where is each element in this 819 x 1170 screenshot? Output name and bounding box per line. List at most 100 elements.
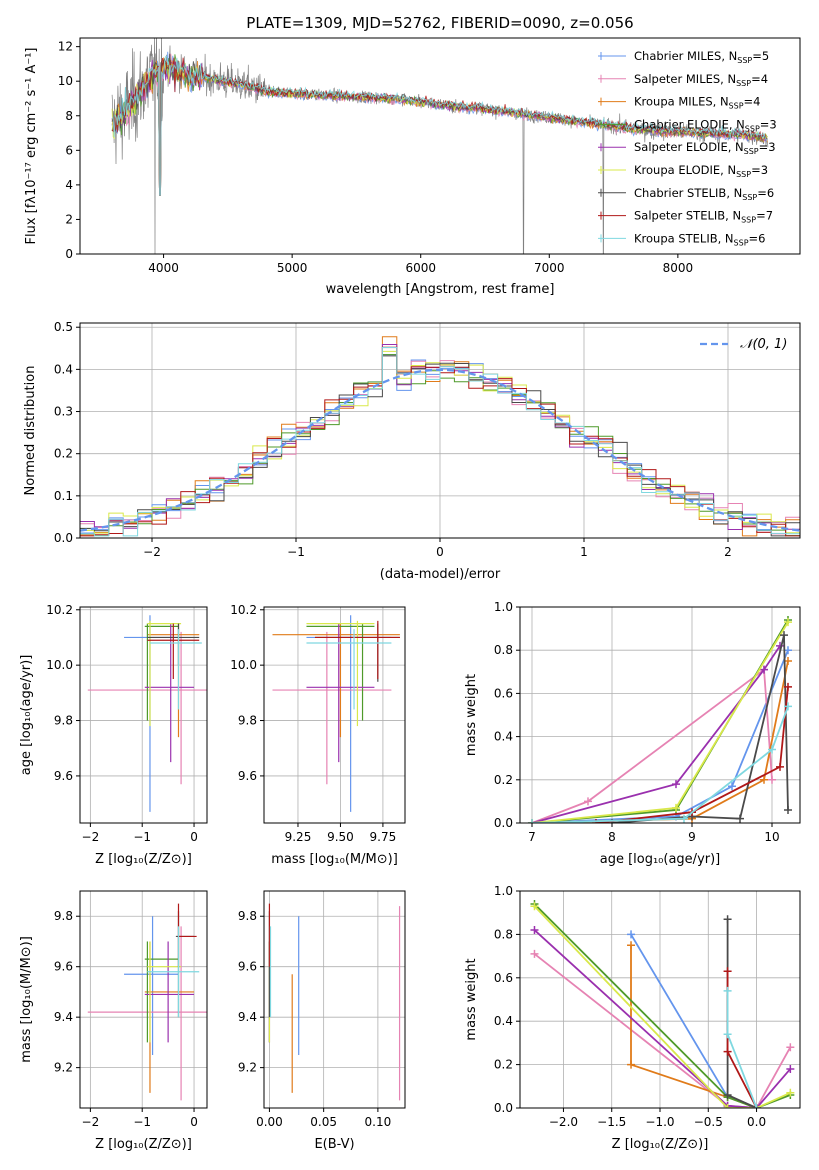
y-tick-label: 6 [65,143,73,157]
y-tick-label: 9.6 [54,769,73,783]
legend-subscript: SSP [741,216,756,225]
legend-label: Chabrier ELODIE, N [634,117,745,131]
age_vs_Z-plot-area [87,615,207,812]
x-tick-label: −2 [82,1115,100,1129]
y-tick-label: 9.4 [54,1010,73,1024]
age_vs_Z-frame [79,606,208,824]
y-tick-label: 8 [65,109,73,123]
y-tick-label: 9.4 [238,1010,257,1024]
legend-count: =4 [751,72,768,86]
age_vs_Z-panel: −2 −1 0 9.6 9.8 10.0 10.2 Z [log₁₀(Z/Z⊙)] age [l… [19,603,208,867]
mass-weight-marker [723,1104,732,1108]
mass-weight-marker [784,702,792,711]
y-tick-label: 0.0 [54,531,73,545]
x-tick-label: −1.0 [645,1115,674,1129]
y-tick-label: 0.8 [494,643,513,657]
x-tick-label: −1 [133,1115,151,1129]
legend-count: =3 [759,140,776,154]
mass-weight-line [726,990,758,1108]
y-tick-label: 10.0 [46,658,73,672]
weight_vs_age-panel: 7 8 9 10 0.0 0.2 0.4 0.6 0.8 1.0 age [log₁₀(age/yr… [464,600,801,867]
y-tick-label: 0.8 [494,927,513,941]
mass-weight-marker [530,949,539,958]
x-tick-label: 9 [688,830,696,844]
legend-label: Salpeter ELODIE, N [634,140,744,154]
legend-entry: Kroupa STELIB, NSSP=6 [634,231,765,247]
mass-weight-marker [760,665,768,674]
y-tick-label: 0.2 [54,447,73,461]
legend-count: =6 [757,186,774,200]
legend-subscript: SSP [745,124,760,133]
y-tick-label: 0.5 [54,320,73,334]
y-axis-label: Flux [fλ10⁻¹⁷ erg cm⁻² s⁻¹ A⁻¹] [24,48,39,245]
weight_vs_Z-grid [520,890,800,1109]
x-axis-label: wavelength [Angstrom, rest frame] [326,282,555,297]
x-axis-label: E(B-V) [314,1137,354,1152]
mass_vs_EBV-grid [264,891,405,1108]
mass-weight-line [531,645,781,823]
y-tick-label: 0.6 [494,686,513,700]
y-tick-label: 0.2 [494,1058,513,1072]
age_vs_Z-grid [80,607,207,823]
mass-weight-line [531,706,789,823]
x-axis-label: Z [log₁₀(Z/Z⊙)] [95,1137,192,1152]
y-axis-label: mass weight [464,674,479,756]
y-tick-label: 10.0 [230,658,257,672]
residuals-panel: −2 −1 0 1 2 0.0 0.1 0.2 0.3 0.4 0.5 (data-model)/er… [23,320,801,582]
y-tick-label: 1.0 [494,884,513,898]
y-tick-label: 2 [65,212,73,226]
mass-weight-marker [780,631,788,640]
mass-weight-marker [723,1030,732,1039]
mass-weight-marker [728,782,736,791]
mass-weight-marker [530,902,539,911]
mass-weight-marker [627,941,636,950]
x-tick-label: 7 [528,830,536,844]
y-tick-label: 10.2 [230,603,257,617]
mass-weight-marker [786,1064,795,1073]
legend-count: =5 [752,49,769,63]
y-tick-label: 9.2 [238,1061,257,1075]
mass-weight-marker [672,780,680,789]
mass-weight-marker [736,814,744,823]
age_vs_mass-plot-area [272,615,400,812]
x-tick-label: 0 [436,545,444,559]
x-tick-label: 0 [190,830,198,844]
y-tick-label: 10.2 [46,603,73,617]
mass-weight-line [726,971,758,1108]
y-tick-label: 0.6 [494,971,513,985]
legend-label: Chabrier MILES, N [634,49,737,63]
mass_vs_EBV-panel: 0.00 0.05 0.10 9.2 9.4 9.6 9.8 E(B-V) [238,890,406,1152]
mass-weight-marker [784,806,792,815]
y-tick-label: 0.1 [54,489,73,503]
x-axis-label: Z [log₁₀(Z/Z⊙)] [612,1137,709,1152]
x-tick-label: 9.25 [285,830,312,844]
mass-weight-marker [776,762,784,771]
mass-weight-marker [530,926,539,935]
age_vs_mass-grid [264,607,405,823]
model-spectrum-line [111,53,768,196]
y-tick-label: 10 [58,74,73,88]
x-axis-label: (data-model)/error [380,567,501,582]
mass-weight-line [533,903,791,1108]
mass-weight-marker [723,1047,732,1056]
x-tick-label: 5000 [277,261,308,275]
y-tick-label: 12 [58,40,73,54]
mass-weight-marker [528,819,536,823]
y-tick-label: 0.0 [494,816,513,830]
legend-subscript: SSP [736,79,751,88]
legend-count: =4 [744,95,761,109]
mass-weight-marker [584,797,592,806]
model-spectrum-line [112,55,768,196]
normal-curve [80,368,800,532]
mass-weight-marker [723,967,732,976]
legend-subscript: SSP [736,170,751,179]
legend-subscript: SSP [744,147,759,156]
legend-entry: Salpeter MILES, NSSP=4 [634,72,768,88]
weight_vs_age-frame [519,606,801,824]
x-tick-label: 0.10 [365,1115,392,1129]
x-tick-label: −2 [82,830,100,844]
legend-entry: Salpeter STELIB, NSSP=7 [634,209,773,225]
legend-label: Kroupa STELIB, N [634,231,734,245]
x-tick-label: −1.5 [597,1115,626,1129]
